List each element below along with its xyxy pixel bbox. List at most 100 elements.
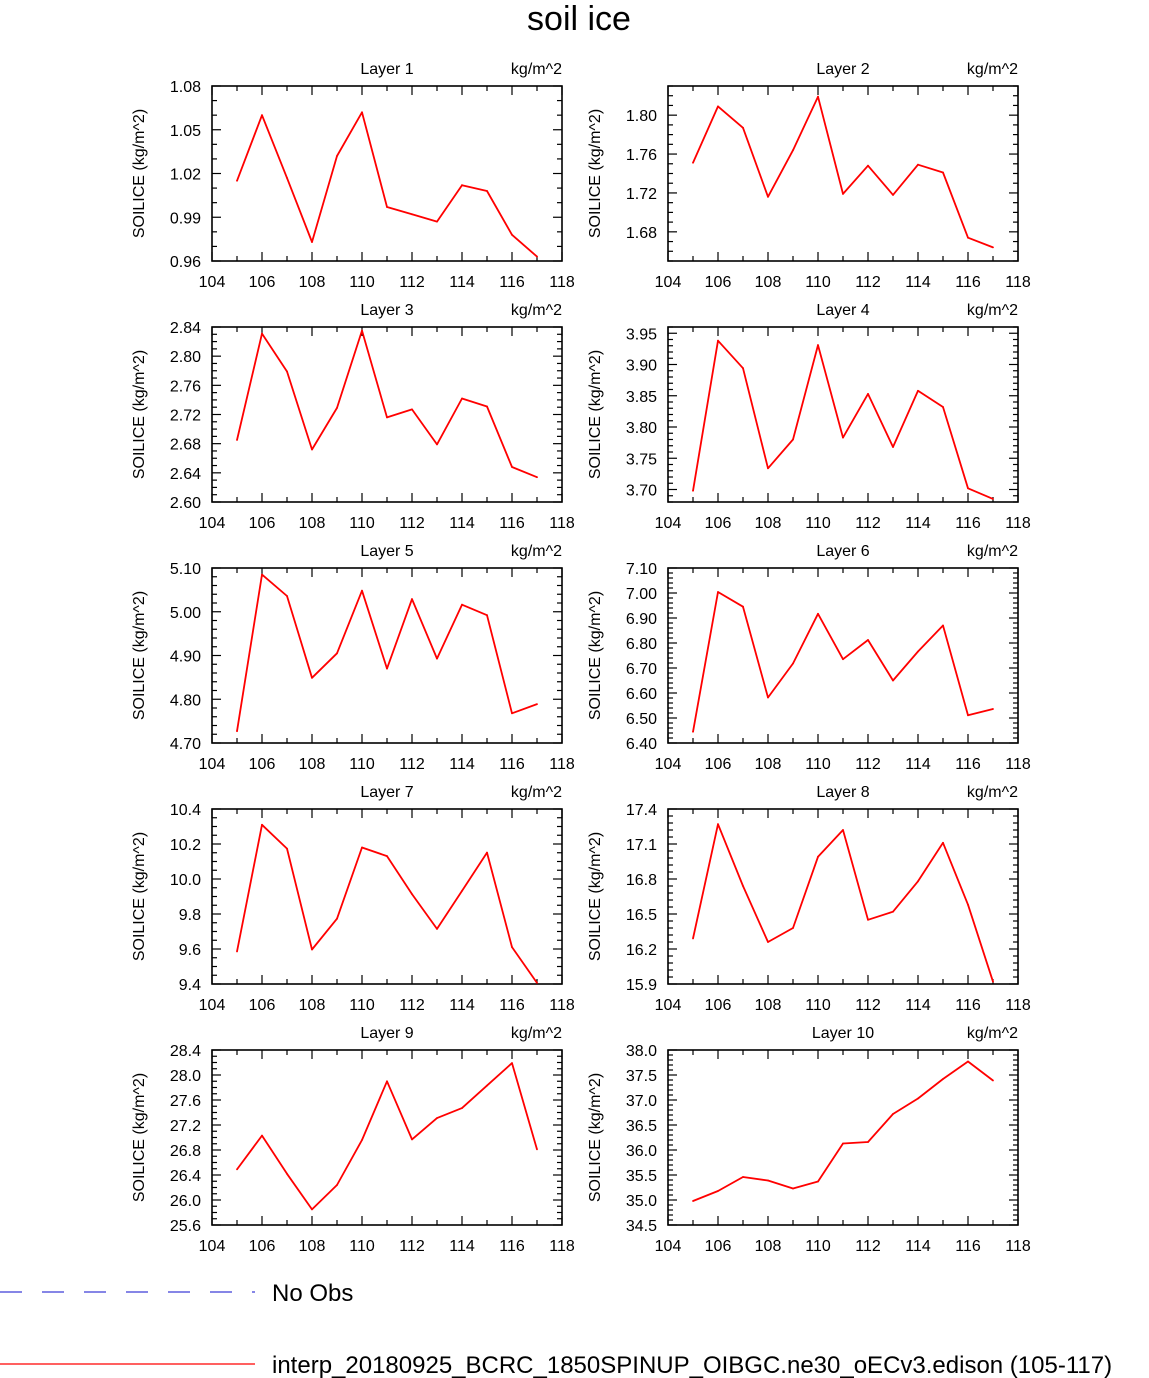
x-tick-label: 116: [499, 997, 525, 1014]
panel-units: kg/m^2: [511, 61, 562, 78]
y-tick-label: 25.6: [170, 1218, 201, 1235]
y-tick-label: 4.80: [170, 692, 201, 709]
y-tick-label: 3.80: [626, 420, 657, 437]
x-tick-label: 118: [1005, 756, 1031, 773]
x-tick-label: 116: [499, 515, 525, 532]
x-tick-label: 106: [705, 1238, 732, 1255]
x-tick-label: 118: [1005, 1238, 1031, 1255]
y-tick-label: 0.96: [170, 254, 201, 271]
x-tick-label: 110: [805, 997, 831, 1014]
panel-layer-9: 104 106 108 110 112 114 116 118 25.6 26.0 26.4 26.8…: [131, 1025, 575, 1255]
x-tick-label: 112: [399, 515, 425, 532]
data-point: [286, 177, 288, 179]
x-tick-label: 114: [905, 1238, 931, 1255]
data-point: [992, 708, 994, 710]
x-tick-label: 114: [905, 997, 931, 1014]
x-tick-label: 108: [755, 515, 782, 532]
data-point: [261, 114, 263, 117]
y-tick-label: 2.80: [170, 349, 201, 366]
y-tick-label: 34.5: [626, 1218, 657, 1235]
x-tick-label: 118: [1005, 274, 1031, 291]
y-tick-label: 7.00: [626, 586, 657, 603]
series-line: [236, 573, 538, 732]
panel-title: Layer 3: [360, 302, 413, 319]
y-tick-label: 2.60: [170, 495, 201, 512]
y-tick-label: 1.08: [170, 79, 201, 96]
data-point: [436, 1117, 438, 1119]
data-point: [792, 149, 794, 152]
y-tick-label: 0.99: [170, 210, 201, 227]
y-tick-label: 1.80: [626, 108, 657, 125]
x-tick-label: 118: [1005, 997, 1031, 1014]
data-point: [311, 948, 313, 951]
data-point: [917, 650, 919, 653]
x-tick-label: 106: [705, 756, 732, 773]
data-point: [717, 339, 719, 342]
data-point: [817, 1180, 819, 1183]
data-point: [486, 614, 488, 617]
y-tick-label: 16.5: [626, 907, 657, 924]
y-tick-label: 1.72: [626, 186, 657, 203]
y-tick-label: 4.90: [170, 649, 201, 666]
legend-run-label: interp_20180925_BCRC_1850SPINUP_OIBGC.ne…: [272, 1352, 1112, 1378]
data-point: [967, 903, 969, 906]
data-point: [817, 95, 819, 98]
y-tick-label: 36.0: [626, 1143, 657, 1160]
y-tick-label: 3.70: [626, 483, 657, 500]
data-point: [717, 823, 719, 826]
data-point: [286, 847, 288, 850]
data-point: [942, 171, 944, 174]
y-axis-label: SOILICE (kg/m^2): [587, 591, 604, 720]
plot-frame: [211, 85, 563, 262]
data-point: [992, 1079, 994, 1082]
data-point: [867, 639, 869, 641]
data-point: [942, 406, 944, 408]
y-axis-label: SOILICE (kg/m^2): [131, 832, 148, 961]
data-point: [692, 730, 694, 733]
x-tick-label: 118: [549, 1238, 575, 1255]
series-line: [692, 339, 994, 500]
data-point: [892, 910, 894, 913]
data-point: [892, 679, 894, 682]
x-tick-label: 106: [249, 997, 276, 1014]
data-point: [386, 855, 388, 857]
data-point: [942, 841, 944, 844]
data-point: [767, 941, 769, 943]
data-point: [261, 332, 263, 335]
x-tick-label: 106: [249, 274, 276, 291]
panel-title: Layer 5: [360, 543, 413, 560]
panel-layer-3: 104 106 108 110 112 114 116 118 2.60 2.64 2.68 2.72…: [131, 302, 575, 532]
legend: No Obs interp_20180925_BCRC_1850SPINUP_O…: [0, 1280, 1112, 1378]
x-tick-label: 116: [955, 515, 981, 532]
x-tick-label: 114: [449, 997, 475, 1014]
x-tick-label: 104: [655, 997, 682, 1014]
data-point: [486, 405, 488, 408]
x-tick-label: 112: [399, 1238, 425, 1255]
y-tick-label: 6.70: [626, 661, 657, 678]
y-axis-label: SOILICE (kg/m^2): [131, 350, 148, 479]
x-tick-label: 112: [855, 997, 881, 1014]
data-point: [236, 439, 238, 441]
data-point: [361, 846, 363, 849]
panel-units: kg/m^2: [967, 302, 1018, 319]
data-point: [742, 126, 744, 129]
x-tick-label: 106: [705, 274, 732, 291]
y-tick-label: 27.2: [170, 1118, 201, 1135]
series-line: [236, 1062, 538, 1211]
y-tick-label: 38.0: [626, 1043, 657, 1060]
y-axis-label: SOILICE (kg/m^2): [587, 1073, 604, 1202]
data-point: [717, 1190, 719, 1192]
data-point: [286, 595, 288, 597]
panel-layer-8: 104 106 108 110 112 114 116 118 15.9 16.2 16.5 16.8…: [587, 784, 1031, 1014]
data-point: [967, 1060, 969, 1063]
x-tick-label: 112: [855, 756, 881, 773]
data-point: [361, 1139, 363, 1141]
data-point: [792, 927, 794, 929]
data-point: [842, 829, 844, 831]
y-tick-label: 1.68: [626, 225, 657, 242]
series-line: [692, 823, 994, 982]
data-point: [436, 220, 438, 223]
data-point: [967, 236, 969, 239]
y-tick-label: 6.40: [626, 736, 657, 753]
data-point: [692, 161, 694, 164]
